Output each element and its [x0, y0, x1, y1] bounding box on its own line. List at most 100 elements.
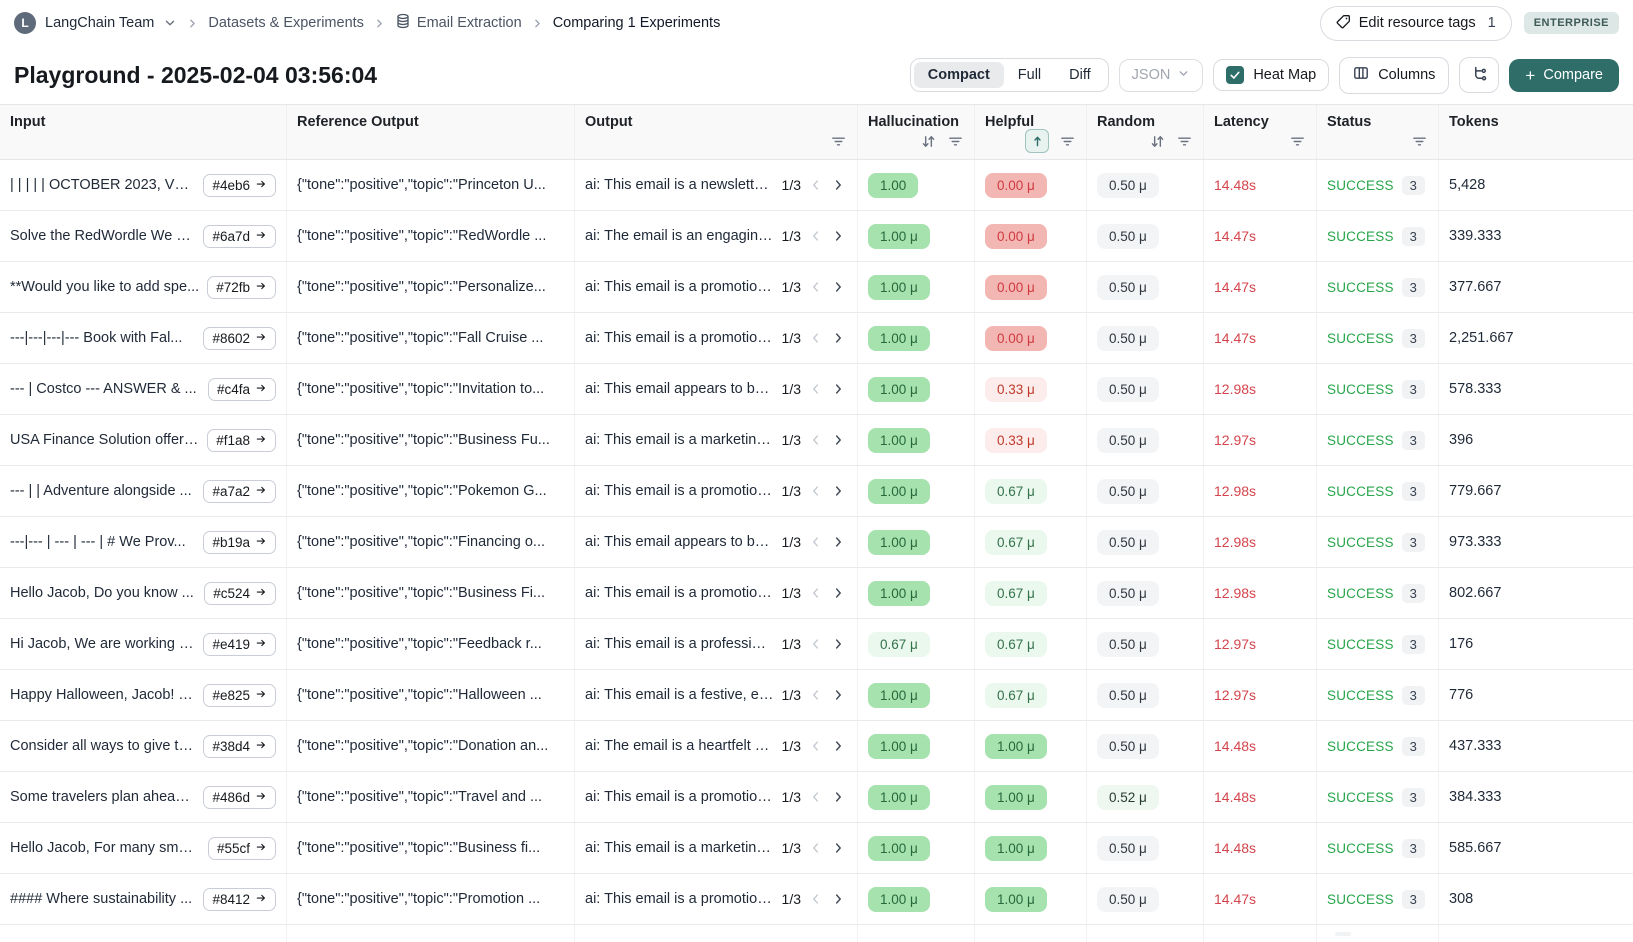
- pager-prev-icon[interactable]: [807, 892, 825, 906]
- team-avatar[interactable]: L: [14, 12, 36, 34]
- arrow-right-icon: [255, 331, 267, 346]
- status-cell: SUCCESS 3: [1317, 823, 1439, 873]
- sort-ascending-icon[interactable]: [1025, 129, 1049, 153]
- pager-next-icon[interactable]: [829, 229, 847, 243]
- breadcrumb-dataset[interactable]: Email Extraction: [395, 13, 522, 33]
- tokens-cell: [1439, 925, 1633, 942]
- table-row[interactable]: Hello Jacob, Do you know ... #c524 {"ton…: [0, 568, 1633, 619]
- table-row[interactable]: Happy Halloween, Jacob! Y... #e825 {"ton…: [0, 670, 1633, 721]
- pager-prev-icon[interactable]: [807, 535, 825, 549]
- example-id-chip[interactable]: #4eb6: [203, 173, 276, 197]
- example-id-chip[interactable]: #6a7d: [203, 224, 276, 248]
- pager-count: 1/3: [781, 840, 801, 856]
- pager-next-icon[interactable]: [829, 535, 847, 549]
- example-id-chip[interactable]: #e825: [203, 683, 276, 707]
- pager-next-icon[interactable]: [829, 637, 847, 651]
- example-id-chip[interactable]: #c4fa: [207, 377, 276, 401]
- pager-next-icon[interactable]: [829, 586, 847, 600]
- example-id-chip[interactable]: #72fb: [207, 275, 276, 299]
- filter-icon[interactable]: [947, 133, 964, 150]
- trace-tree-button[interactable]: [1459, 57, 1500, 93]
- example-id-chip[interactable]: #55cf: [207, 836, 276, 860]
- latency-cell: 12.97s: [1204, 415, 1317, 465]
- view-mode-diff[interactable]: Diff: [1055, 62, 1105, 88]
- filter-icon[interactable]: [830, 133, 847, 150]
- table-row[interactable]: Hi Jacob, We are working to... #e419 {"t…: [0, 619, 1633, 670]
- table-row[interactable]: ---|--- | --- | --- | # We Prov... #b19a…: [0, 517, 1633, 568]
- heat-map-toggle[interactable]: Heat Map: [1213, 59, 1330, 91]
- status-cell: SUCCESS 3: [1317, 517, 1439, 567]
- pager-prev-icon[interactable]: [807, 280, 825, 294]
- pager-prev-icon[interactable]: [807, 484, 825, 498]
- edit-resource-tags-button[interactable]: Edit resource tags 1: [1319, 5, 1512, 41]
- view-mode-compact[interactable]: Compact: [913, 62, 1004, 88]
- pager-prev-icon[interactable]: [807, 739, 825, 753]
- table-row[interactable]: Solve the RedWordle We kn... #6a7d {"ton…: [0, 211, 1633, 262]
- breadcrumb-datasets[interactable]: Datasets & Experiments: [208, 15, 364, 31]
- filter-icon[interactable]: [1411, 133, 1428, 150]
- table-row[interactable]: ---|---|---|--- Book with Fal... #8602 {…: [0, 313, 1633, 364]
- pager-prev-icon[interactable]: [807, 841, 825, 855]
- table-row[interactable]: Consider all ways to give to... #38d4 {"…: [0, 721, 1633, 772]
- pager-prev-icon[interactable]: [807, 586, 825, 600]
- example-id-chip[interactable]: #e419: [203, 632, 276, 656]
- sort-icon[interactable]: [1149, 133, 1166, 150]
- chevron-down-icon[interactable]: [163, 16, 177, 30]
- table-row[interactable]: #### Where sustainability ... #8412 {"to…: [0, 874, 1633, 925]
- breadcrumb-team[interactable]: LangChain Team: [45, 15, 155, 31]
- heat-map-label: Heat Map: [1253, 67, 1317, 83]
- example-id-chip[interactable]: #a7a2: [203, 479, 276, 503]
- table-row[interactable]: **Would you like to add spe... #72fb {"t…: [0, 262, 1633, 313]
- format-select[interactable]: JSON: [1118, 58, 1204, 92]
- heat-map-checkbox[interactable]: [1226, 66, 1245, 84]
- example-id-chip[interactable]: #38d4: [203, 734, 276, 758]
- table-row[interactable]: USA Finance Solution offers ... #f1a8 {"…: [0, 415, 1633, 466]
- pager-prev-icon[interactable]: [807, 331, 825, 345]
- pager-prev-icon[interactable]: [807, 178, 825, 192]
- columns-button[interactable]: Columns: [1339, 56, 1450, 94]
- sort-icon[interactable]: [920, 133, 937, 150]
- pager-prev-icon[interactable]: [807, 433, 825, 447]
- latency-value: 12.98s: [1214, 381, 1257, 397]
- tokens-cell: 396: [1439, 415, 1633, 465]
- example-id-chip[interactable]: #8412: [203, 887, 276, 911]
- pager-next-icon[interactable]: [829, 178, 847, 192]
- table-row[interactable]: Some travelers plan ahead;... #486d {"to…: [0, 772, 1633, 823]
- pager-next-icon[interactable]: [829, 484, 847, 498]
- table-row-partial[interactable]: [0, 925, 1633, 942]
- view-mode-full[interactable]: Full: [1004, 62, 1055, 88]
- pager-next-icon[interactable]: [829, 382, 847, 396]
- pager-prev-icon[interactable]: [807, 688, 825, 702]
- table-row[interactable]: | | | | | OCTOBER 2023, VOL... #4eb6 {"t…: [0, 160, 1633, 211]
- reference-output-text: {"tone":"positive","topic":"Princeton U.…: [297, 177, 546, 193]
- table-row[interactable]: --- | Costco --- ANSWER & ... #c4fa {"to…: [0, 364, 1633, 415]
- pager-next-icon[interactable]: [829, 790, 847, 804]
- example-id-chip[interactable]: #486d: [203, 785, 276, 809]
- input-text: Hi Jacob, We are working to...: [10, 636, 196, 652]
- table-row[interactable]: Hello Jacob, For many small... #55cf {"t…: [0, 823, 1633, 874]
- pager-prev-icon[interactable]: [807, 229, 825, 243]
- pager-prev-icon[interactable]: [807, 637, 825, 651]
- tokens-value: 377.667: [1449, 279, 1502, 295]
- reference-output-text: {"tone":"positive","topic":"Donation an.…: [297, 738, 549, 754]
- pager-prev-icon[interactable]: [807, 382, 825, 396]
- pager-next-icon[interactable]: [829, 433, 847, 447]
- filter-icon[interactable]: [1059, 133, 1076, 150]
- pager-next-icon[interactable]: [829, 331, 847, 345]
- filter-icon[interactable]: [1289, 133, 1306, 150]
- example-id-chip[interactable]: #8602: [203, 326, 276, 350]
- table-row[interactable]: --- | | Adventure alongside ... #a7a2 {"…: [0, 466, 1633, 517]
- pager-next-icon[interactable]: [829, 892, 847, 906]
- pager-next-icon[interactable]: [829, 280, 847, 294]
- toolbar: Compact Full Diff JSON Heat Map Columns …: [909, 56, 1619, 94]
- random-cell: 0.50 μ: [1087, 874, 1204, 924]
- example-id-chip[interactable]: #f1a8: [207, 428, 276, 452]
- example-id-chip[interactable]: #b19a: [203, 530, 276, 554]
- compare-button[interactable]: + Compare: [1509, 58, 1619, 92]
- example-id-chip[interactable]: #c524: [204, 581, 276, 605]
- pager-next-icon[interactable]: [829, 739, 847, 753]
- pager-next-icon[interactable]: [829, 841, 847, 855]
- pager-prev-icon[interactable]: [807, 790, 825, 804]
- pager-next-icon[interactable]: [829, 688, 847, 702]
- filter-icon[interactable]: [1176, 133, 1193, 150]
